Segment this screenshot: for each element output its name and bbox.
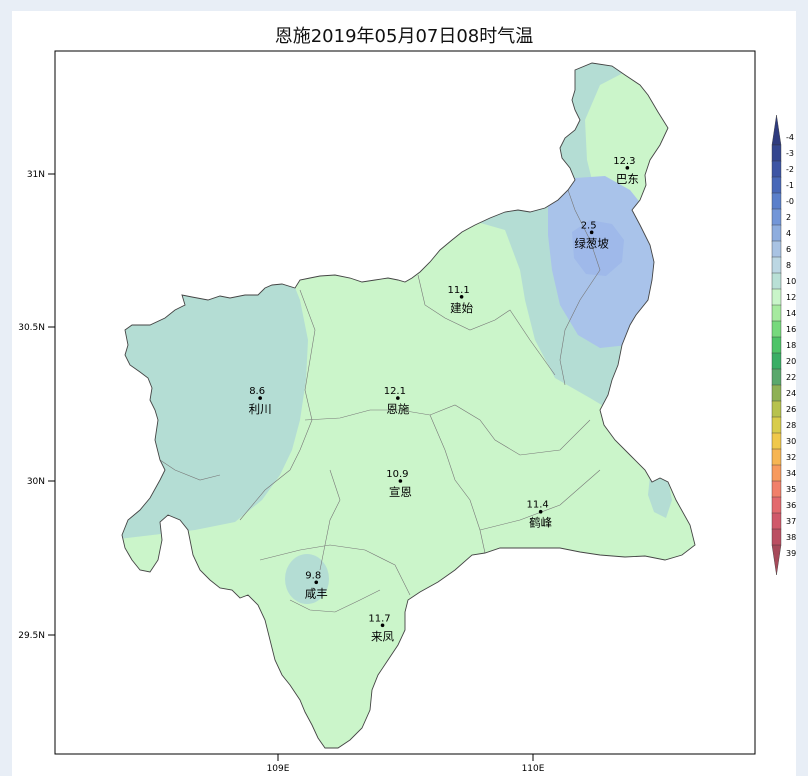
station-name: 来凤: [371, 629, 394, 643]
colorbar-label: 14: [786, 309, 796, 318]
colorbar-swatch: [771, 352, 782, 370]
y-tick-label: 29.5N: [18, 631, 45, 641]
station-name: 鹤峰: [529, 516, 552, 530]
y-tick-label: 30N: [27, 477, 45, 487]
colorbar-label: -3: [786, 149, 794, 158]
colorbar: -4-3-2-1-0246810121416182022242628303234…: [771, 114, 796, 576]
colorbar-swatch: [771, 448, 782, 466]
station-value: 12.1: [384, 386, 406, 397]
colorbar-swatch: [771, 480, 782, 498]
station-name: 咸丰: [305, 586, 328, 600]
colorbar-label: 34: [786, 469, 796, 478]
colorbar-label: 39: [786, 549, 796, 558]
colorbar-label: -2: [786, 165, 794, 174]
colorbar-label: 24: [786, 389, 796, 398]
colorbar-label: 4: [786, 229, 791, 238]
station-value: 12.3: [613, 156, 635, 167]
colorbar-swatch: [771, 416, 782, 434]
colorbar-label: 20: [786, 357, 796, 366]
colorbar-swatch: [771, 320, 782, 338]
x-tick-label: 109E: [267, 764, 290, 774]
colorbar-label: 37: [786, 517, 796, 526]
colorbar-label: 6: [786, 245, 791, 254]
colorbar-swatch: [771, 368, 782, 386]
station-dot: [398, 479, 403, 483]
station-dot: [459, 295, 464, 299]
colorbar-swatch: [771, 160, 782, 178]
colorbar-label: 35: [786, 485, 796, 494]
colorbar-label: 12: [786, 293, 796, 302]
colorbar-label: -4: [786, 133, 794, 142]
x-tick-label: 110E: [522, 764, 545, 774]
station-value: 10.9: [386, 469, 408, 480]
colorbar-swatch: [771, 176, 782, 194]
colorbar-swatch: [771, 272, 782, 290]
station-dot: [625, 166, 630, 170]
station-value: 11.4: [527, 500, 549, 511]
very-cold-core-lvcongpo: [572, 220, 624, 276]
colorbar-label: 32: [786, 453, 796, 462]
colorbar-label: 30: [786, 437, 796, 446]
colorbar-label: 28: [786, 421, 796, 430]
station-name: 恩施: [386, 402, 409, 416]
colorbar-swatch: [771, 114, 782, 146]
colorbar-label: 10: [786, 277, 796, 286]
station-name: 绿葱坡: [574, 236, 609, 250]
station-value: 2.5: [581, 220, 597, 231]
colorbar-swatch: [771, 288, 782, 306]
colorbar-swatch: [771, 464, 782, 482]
colorbar-label: 18: [786, 341, 796, 350]
colorbar-swatch: [771, 512, 782, 530]
station-name: 巴东: [616, 172, 639, 186]
station-value: 11.1: [447, 285, 469, 296]
colorbar-swatch: [771, 400, 782, 418]
y-tick-label: 30.5N: [18, 323, 45, 333]
station-name: 利川: [249, 402, 272, 416]
cold-region-xianfeng: [285, 554, 329, 604]
station-dot: [258, 396, 262, 400]
y-tick-label: 31N: [27, 170, 45, 180]
colorbar-label: -1: [786, 181, 794, 190]
colorbar-swatch: [771, 432, 782, 450]
station-dot: [380, 623, 385, 628]
colorbar-label: 38: [786, 533, 796, 542]
colorbar-swatch: [771, 544, 782, 576]
colorbar-label: -0: [786, 197, 794, 206]
colorbar-label: 8: [786, 261, 791, 270]
station-name: 建始: [450, 301, 473, 315]
colorbar-swatch: [771, 224, 782, 242]
station-markers: 12.3 巴东 2.5 绿葱坡 11.1 建始 8.6 利川 12.1 恩施 10.9 宣恩 11.4 鹤…: [249, 156, 639, 643]
cold-region-east: [648, 476, 672, 518]
axis-ticks: [48, 173, 534, 761]
colorbar-label: 16: [786, 325, 796, 334]
colorbar-swatch: [771, 144, 782, 162]
station-value: 11.7: [368, 613, 390, 624]
station-value: 9.8: [305, 570, 321, 581]
colorbar-label: 26: [786, 405, 796, 414]
colorbar-swatch: [771, 192, 782, 210]
station-dot: [396, 396, 400, 400]
county-boundaries: [159, 189, 601, 613]
station-value: 8.6: [249, 386, 265, 397]
station-name: 宣恩: [389, 485, 412, 499]
colorbar-swatch: [771, 208, 782, 226]
station-dot: [314, 580, 319, 585]
station-dot: [538, 509, 543, 514]
colorbar-label: 2: [786, 213, 791, 222]
colorbar-swatch: [771, 336, 782, 354]
colorbar-swatch: [771, 256, 782, 274]
colorbar-label: 36: [786, 501, 796, 510]
colorbar-swatch: [771, 304, 782, 322]
colorbar-swatch: [771, 384, 782, 402]
colorbar-swatch: [771, 240, 782, 258]
colorbar-label: 22: [786, 373, 796, 382]
map-title: 恩施2019年05月07日08时气温: [274, 26, 534, 47]
colorbar-swatch: [771, 496, 782, 514]
station-dot: [589, 230, 594, 235]
colorbar-swatch: [771, 528, 782, 546]
